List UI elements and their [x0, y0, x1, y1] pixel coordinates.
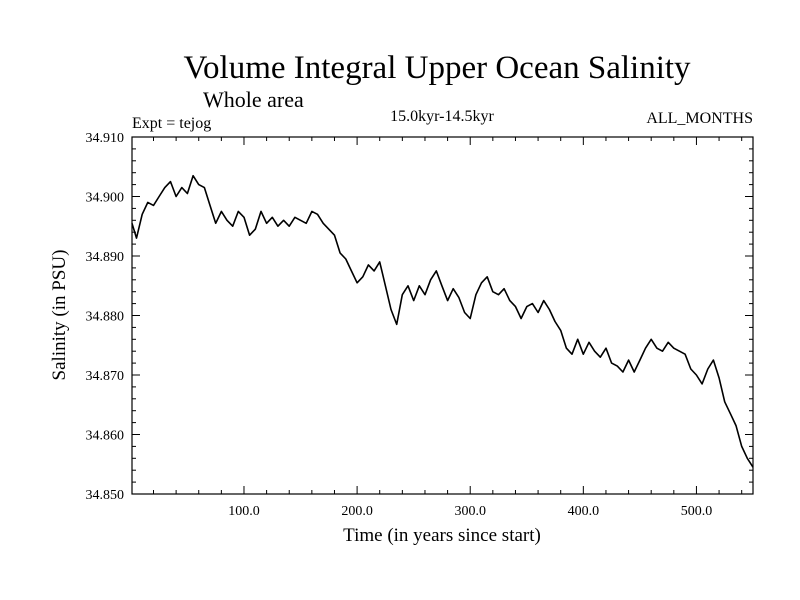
y-tick-label: 34.870	[86, 369, 125, 384]
period-label: 15.0kyr-14.5kyr	[390, 108, 494, 125]
plot-frame	[131, 136, 754, 495]
axis-tick-labels: 100.0 200.0 300.0 400.0 500.0 34.850 34.860 34.…	[86, 131, 713, 519]
x-tick-label: 200.0	[341, 504, 373, 519]
y-tick-label: 34.860	[86, 429, 125, 444]
y-tick-label: 34.890	[86, 250, 125, 265]
series-group	[131, 174, 754, 468]
x-tick-label: 300.0	[454, 504, 486, 519]
x-tick-label: 400.0	[568, 504, 600, 519]
y-axis-label: Salinity (in PSU)	[49, 250, 70, 381]
series-line-salinity	[131, 174, 754, 468]
x-tick-label: 500.0	[681, 504, 713, 519]
y-tick-label: 34.900	[86, 191, 125, 206]
x-tick-label: 100.0	[228, 504, 260, 519]
chart-title: Volume Integral Upper Ocean Salinity	[183, 50, 691, 86]
y-tick-label: 34.850	[86, 488, 125, 503]
chart-subtitle: Whole area	[203, 87, 304, 112]
y-tick-label: 34.880	[86, 310, 125, 325]
x-axis-label: Time (in years since start)	[343, 525, 541, 546]
experiment-label: Expt = tejog	[132, 115, 211, 132]
axis-ticks	[132, 136, 753, 495]
months-label: ALL_MONTHS	[646, 110, 753, 127]
y-tick-label: 34.910	[86, 131, 125, 146]
